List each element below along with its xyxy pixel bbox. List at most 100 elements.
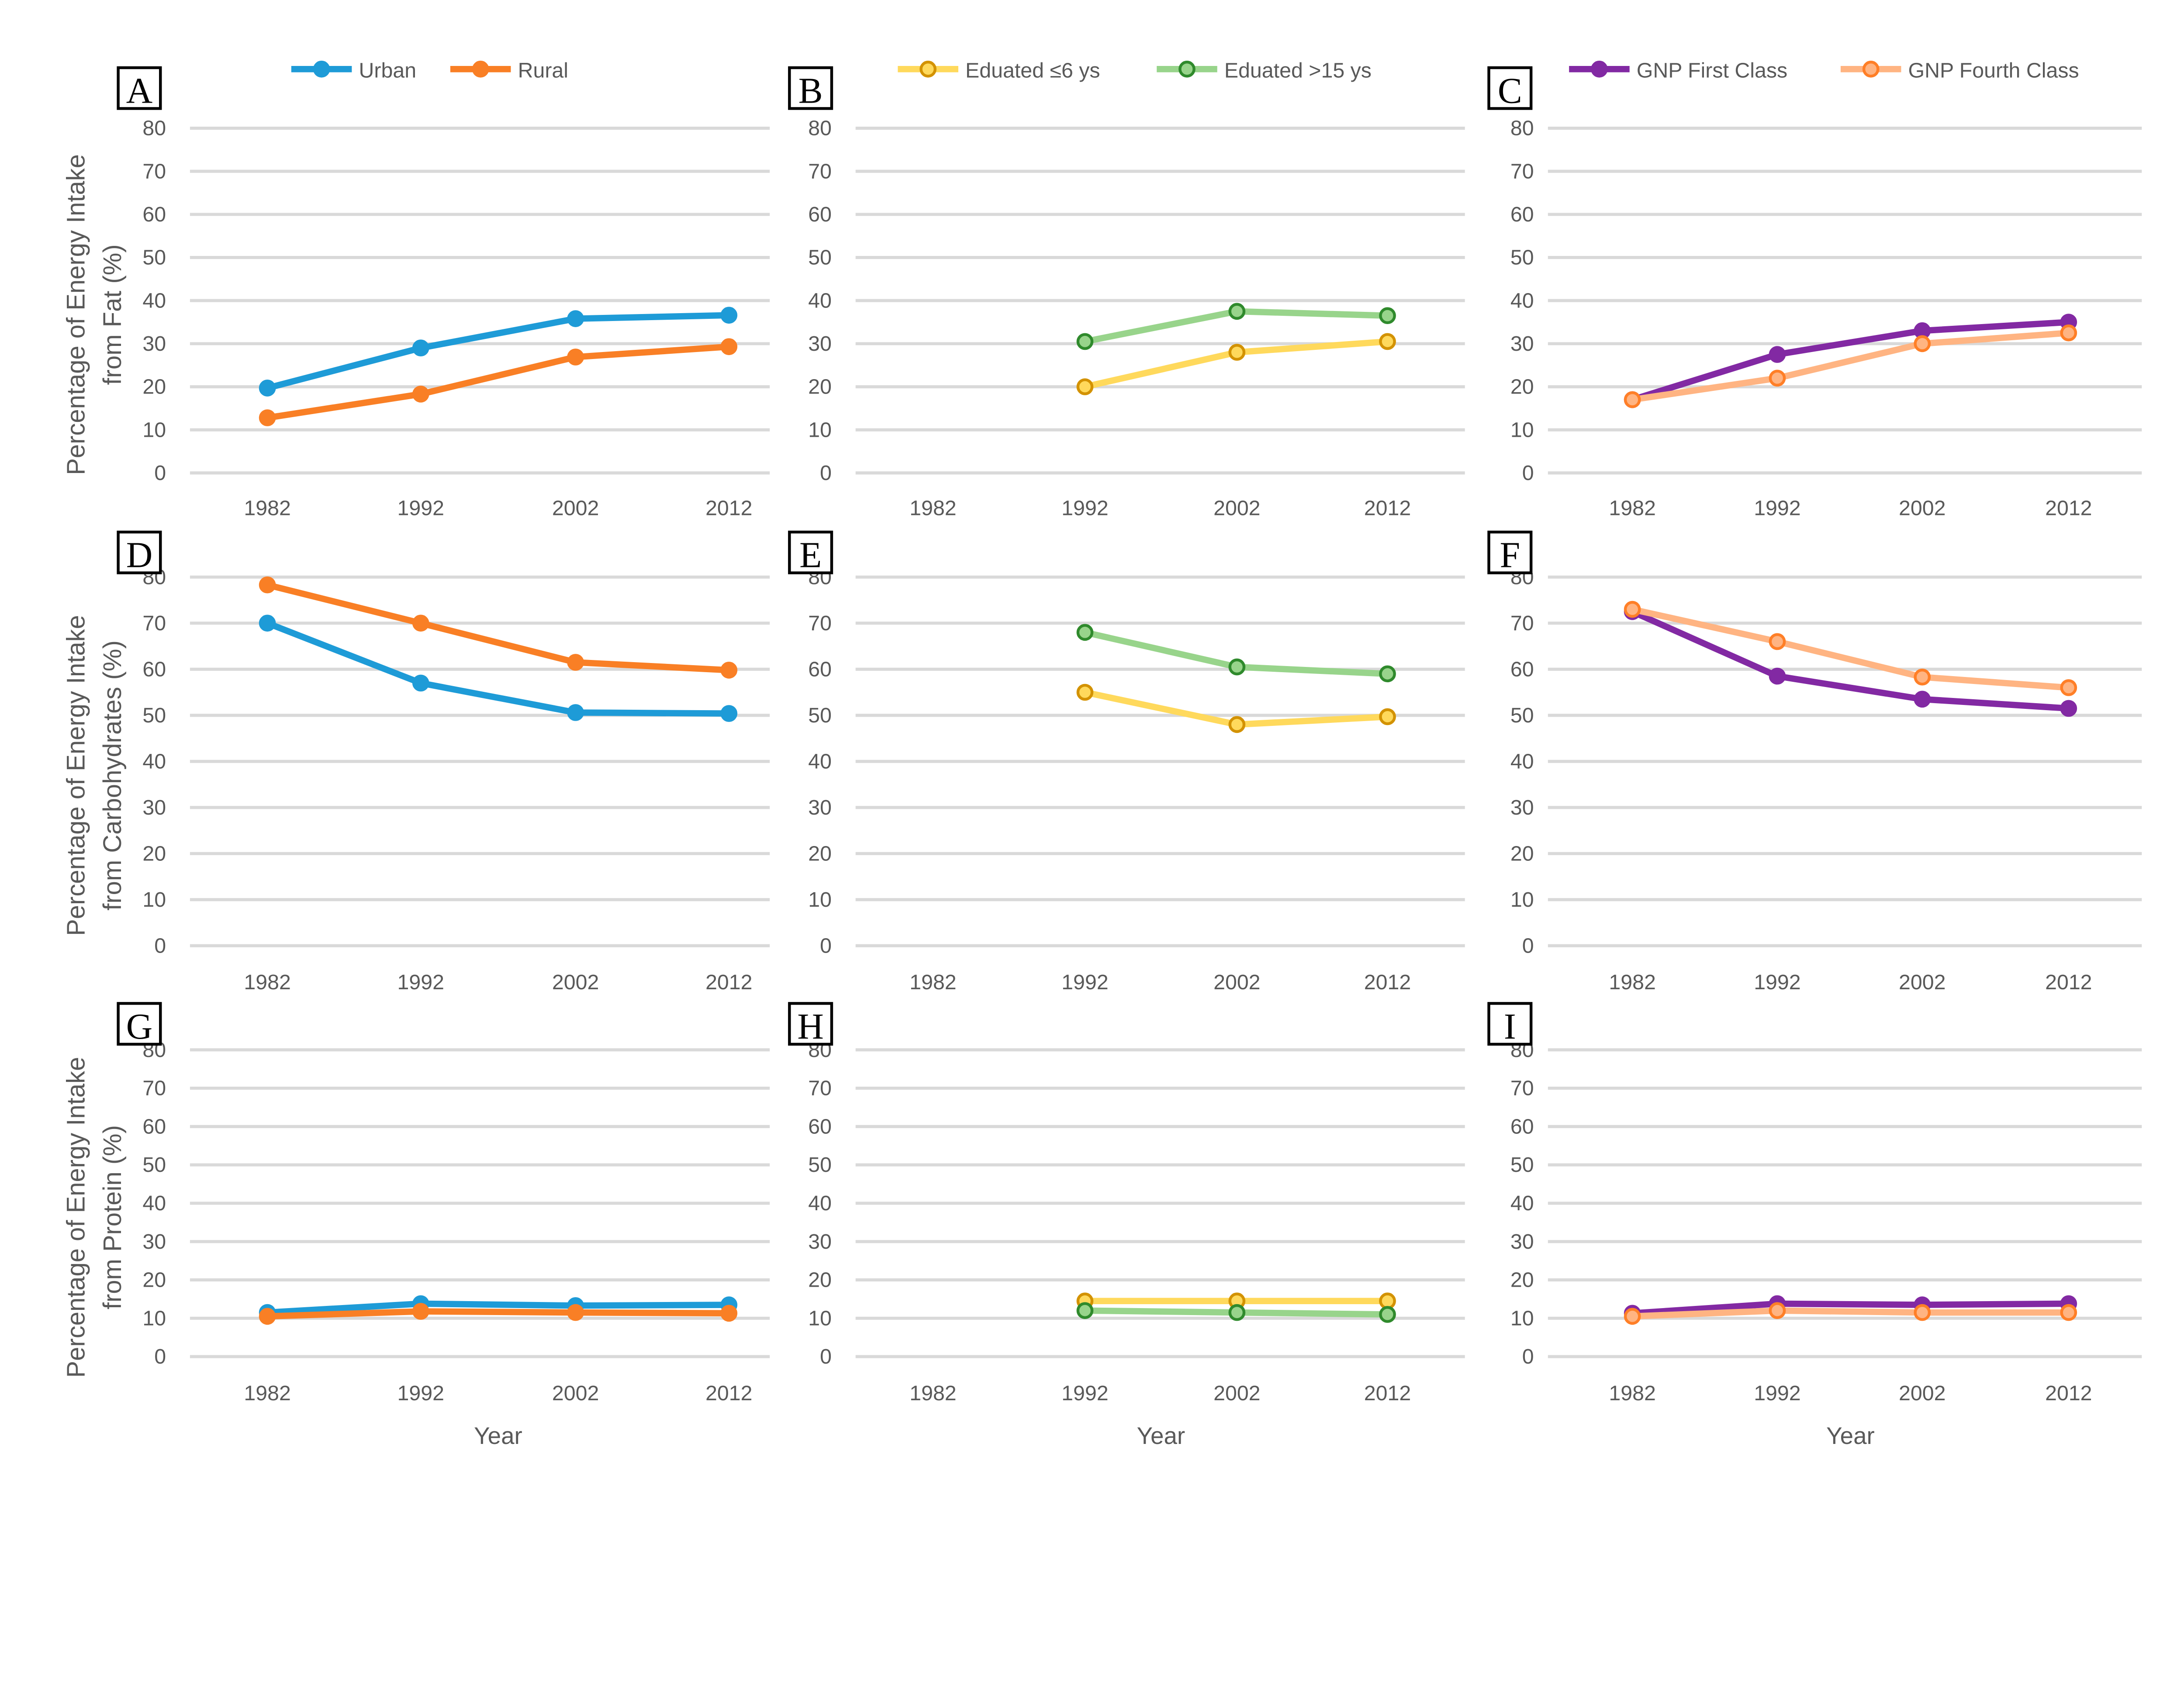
series-line-rural [266,582,729,673]
figure: 0 10 20 30 40 50 60 70 80 1982 1992 2002 2012 A Urban R… [62,59,2142,1449]
legend-item-gnp_fourth: GNP Fourth Class [1840,59,2079,83]
x-tick-label: 2012 [705,1381,752,1405]
y-tick-label: 20 [808,1268,832,1292]
data-point-gnp_fourth [1914,1304,1931,1321]
panel-letter: I [1504,1006,1516,1047]
y-tick-label: 70 [1510,159,1534,183]
y-tick-label: 20 [142,1268,166,1292]
x-tick-label: 2012 [1364,970,1411,994]
x-tick-label: 1982 [909,970,956,994]
y-tick-label: 70 [1510,1077,1534,1100]
y-tick-label: 40 [808,749,832,773]
y-tick-label: 40 [142,289,166,312]
x-tick-label: 1992 [1061,970,1108,994]
y-tick-label: 80 [808,117,832,140]
legend-item-gnp_first: GNP First Class [1569,59,1787,83]
y-axis-title-line1: Percentage of Energy Intake [62,1057,90,1378]
x-tick-label: 1982 [909,1381,956,1405]
data-point-gnp_fourth [2060,679,2077,696]
data-point-urban [259,380,276,397]
panel-letter-box [1487,1002,1533,1046]
y-tick-label: 30 [1510,1230,1534,1254]
y-tick-label: 10 [142,418,166,442]
y-tick-label: 10 [142,1306,166,1330]
y-tick-label: 50 [808,704,832,727]
panel-letter-box [788,1002,833,1046]
y-tick-label: 50 [142,1153,166,1177]
data-point-edu_high [1379,1306,1396,1323]
x-tick-label: 1992 [1754,1381,1800,1405]
y-axis-title: Percentage of Energy Intake from Fat (%) [62,154,127,475]
y-tick-label: 10 [1510,418,1534,442]
y-tick-label: 40 [142,749,166,773]
y-tick-label: 0 [820,934,832,957]
panel-letter-box [788,66,833,110]
y-tick-label: 50 [808,1153,832,1177]
y-tick-label: 20 [142,842,166,865]
legend-marker [472,60,489,78]
legend-item-edu_high: Eduated >15 ys [1157,59,1372,83]
x-tick-label: 2012 [1364,1381,1411,1405]
y-tick-label: 40 [142,1191,166,1215]
data-point-edu_low [1379,333,1396,350]
y-tick-label: 50 [142,246,166,269]
data-point-urban [720,705,738,722]
data-point-rural [412,1303,429,1320]
x-tick-label: 2002 [1213,1381,1260,1405]
y-tick-label: 80 [1510,117,1534,140]
data-point-rural [720,1305,738,1322]
y-tick-label: 10 [142,888,166,912]
y-tick-label: 20 [1510,842,1534,865]
data-point-rural [567,1304,584,1321]
y-tick-label: 40 [1510,1191,1534,1215]
y-tick-label: 60 [808,203,832,226]
data-point-gnp_first [1769,667,1786,685]
data-point-edu_high [1076,1302,1094,1319]
y-tick-label: 30 [808,796,832,819]
legend-label: Eduated ≤6 ys [965,59,1100,83]
y-tick-label: 40 [808,1191,832,1215]
series-line-gnp_fourth [1631,606,2069,691]
y-tick-label: 70 [808,1077,832,1100]
panel-letter-box [1487,66,1533,110]
legend-marker [1178,60,1196,78]
y-tick-label: 30 [142,796,166,819]
data-point-rural [412,615,429,632]
data-point-edu_low [1379,708,1396,725]
data-point-edu_high [1379,665,1396,683]
data-point-rural [412,385,429,403]
panel-letter: E [799,535,822,576]
panel-c: 0 10 20 30 40 50 60 70 80 1982 1992 2002 2012 C GNP Fi… [1487,59,2142,520]
panel-letter-box [117,530,162,574]
y-axis-title-line2: from Carbohydrates (%) [99,640,127,911]
data-point-rural [259,409,276,426]
x-axis-title: Year [1826,1422,1875,1449]
y-tick-label: 40 [1510,749,1534,773]
panel-letter: C [1498,71,1522,111]
x-tick-label: 2002 [1213,496,1260,520]
y-tick-label: 60 [1510,657,1534,681]
y-tick-label: 10 [1510,1306,1534,1330]
data-point-edu_low [1076,378,1094,395]
y-tick-label: 50 [142,704,166,727]
y-tick-label: 10 [1510,888,1534,912]
data-point-edu_high [1228,1304,1246,1321]
data-point-gnp_first [2060,700,2077,717]
data-point-urban [720,307,738,324]
x-tick-label: 2012 [2045,1381,2092,1405]
y-tick-label: 80 [142,117,166,140]
y-tick-label: 20 [1510,375,1534,399]
panel-letter-box [117,66,162,110]
x-tick-label: 2012 [1364,496,1411,520]
data-point-gnp_first [1914,691,1931,708]
data-point-gnp_fourth [1769,369,1786,387]
x-tick-label: 1992 [1061,496,1108,520]
y-tick-label: 70 [808,611,832,635]
data-point-edu_low [1228,716,1246,733]
legend-label: GNP Fourth Class [1908,59,2079,83]
y-tick-label: 20 [808,842,832,865]
x-tick-label: 2002 [552,1381,599,1405]
data-point-gnp_fourth [1769,1302,1786,1319]
